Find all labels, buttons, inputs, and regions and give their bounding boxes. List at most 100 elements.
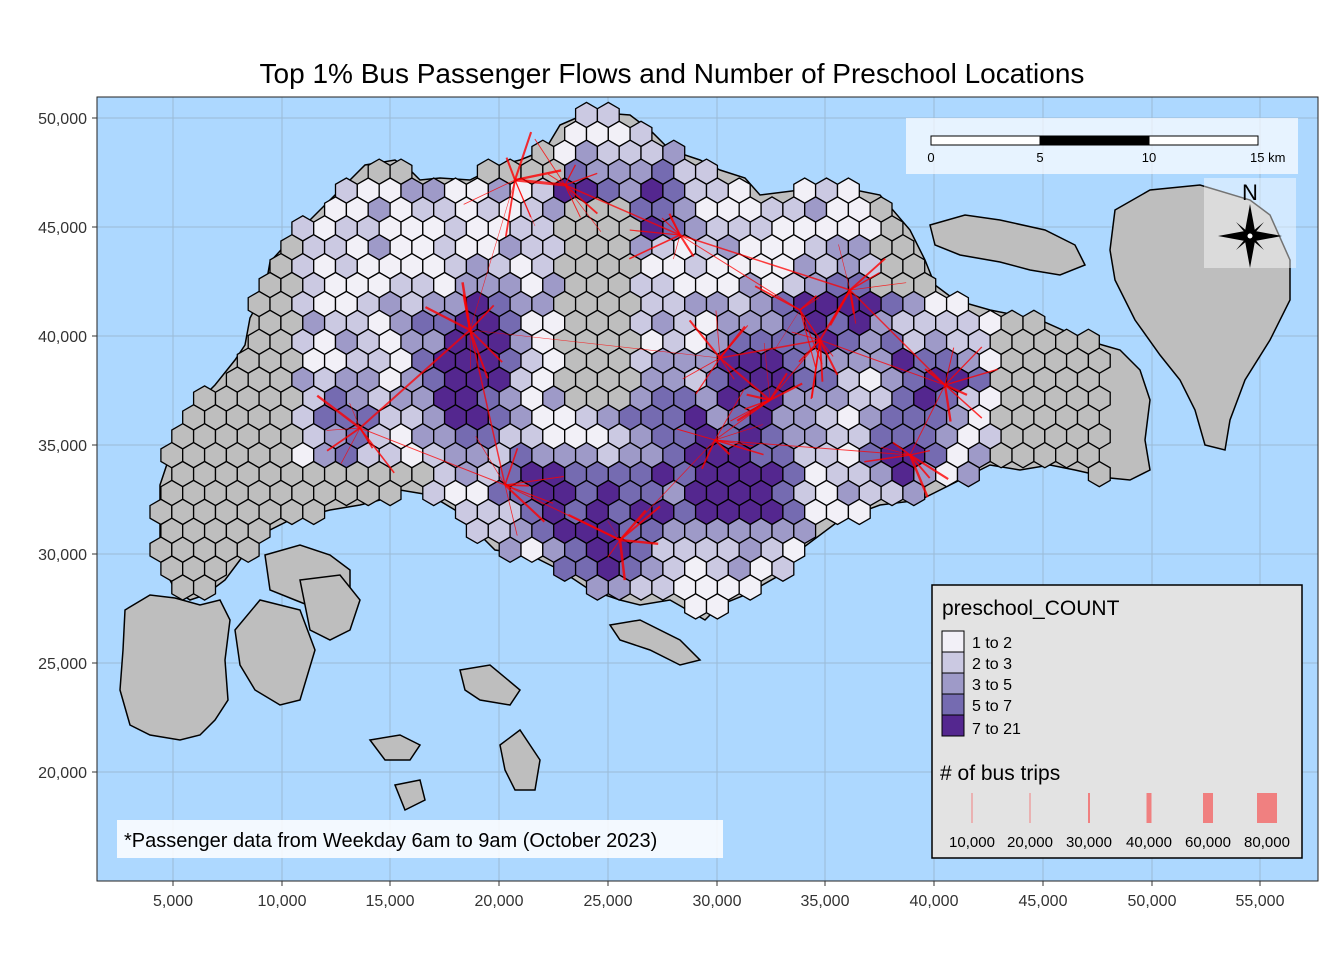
flow-line [359,329,471,429]
hexagon-cell [629,574,653,601]
flow-line [774,309,801,351]
flow-line [607,520,621,541]
map-title: Top 1% Bus Passenger Flows and Number of… [259,58,1085,89]
flow-line [714,439,911,456]
y-tick-label: 45,000 [38,220,87,237]
flow-line [715,310,721,359]
flow-line [504,447,519,486]
x-axis: 5,000 10,000 15,000 20,000 25,000 30,000… [153,881,1285,910]
island-south-5 [368,734,422,761]
hexagon-cell [280,498,304,526]
hexagon-cell [902,479,926,507]
scale-bar: 0 5 10 15 km [906,118,1298,174]
hexagon-cell [956,460,980,488]
flow-line [769,372,788,401]
flow-line [944,346,983,386]
flow-line [909,450,930,456]
flow-line [943,384,952,422]
flow-line [504,484,529,487]
flow-line [564,184,681,236]
legend-line-label: 60,000 [1185,834,1231,851]
hexagon-cell [880,479,904,507]
legend: preschool_COUNT 1 to 2 2 to 3 3 to 5 5 t… [931,584,1303,859]
flow-line [754,285,801,311]
flow-line [798,339,821,363]
flow-line [504,484,546,523]
hexagon-cell [236,536,260,564]
flow-line [908,454,929,498]
flow-line [628,234,681,260]
flow-line [618,539,627,581]
flow-line [829,289,852,326]
flow-line [469,179,516,331]
flow-line [619,509,647,541]
flow-line [763,342,771,401]
legend-line-label: 20,000 [1007,834,1053,851]
north-arrow: N [1204,178,1296,268]
legend-line-label: 40,000 [1126,834,1172,851]
flow-line [810,339,821,399]
flow-line [909,454,931,479]
x-tick-label: 35,000 [801,893,850,910]
flow-line [504,179,516,237]
flow-line [695,357,721,395]
flow-line [944,383,968,396]
flow-line [849,289,857,324]
flow-line [909,384,946,456]
flow-line [607,539,621,558]
legend-line-title: # of bus trips [940,762,1060,785]
flow-line [676,428,716,441]
island-south-4 [499,728,541,791]
island-south-2 [299,574,361,641]
flow-line [504,484,554,504]
x-tick-label: 10,000 [258,893,307,910]
flow-line [359,427,395,474]
flow-line [326,427,361,452]
legend-line-sample [1203,793,1213,823]
legend-swatch-0 [941,630,965,653]
flow-line [514,131,533,181]
x-tick-label: 40,000 [910,893,959,910]
flow-line [701,439,716,470]
flow-line [564,164,577,186]
hexagon-cell [684,593,708,620]
legend-fill-label: 5 to 7 [972,698,1012,715]
legend-fill-label: 2 to 3 [972,656,1012,673]
hexagon-cell [989,441,1013,469]
hexagon-cell [356,479,380,507]
flow-line [819,339,946,386]
hexagon-cell [465,517,489,545]
flow-line [714,424,763,441]
x-tick-label: 45,000 [1019,893,1068,910]
flow-line [469,329,471,370]
y-tick-label: 25,000 [38,656,87,673]
hexagon-cell [738,574,762,601]
flow-line [469,329,721,359]
hexagon-cell [771,555,795,582]
flow-line [359,427,506,486]
hexagon-cell [498,536,522,564]
legend-fill-label: 1 to 2 [972,635,1012,652]
hexagon-cell [422,479,446,507]
hexagon-cell [847,498,871,526]
flow-line [514,178,566,187]
hexagon-cell [705,593,729,620]
flow-line [349,402,361,429]
flow-line [746,393,771,402]
island-south-1 [234,599,316,706]
flow-line [567,513,621,541]
flow-line [316,394,361,429]
panel-border [96,96,1319,882]
flow-line [461,282,472,331]
flow-line [714,439,764,456]
island-south-6 [393,779,426,812]
x-tick-label: 20,000 [475,893,524,910]
x-tick-label: 5,000 [153,893,193,910]
compass-rose-icon [1218,204,1282,268]
x-tick-label: 25,000 [584,893,633,910]
legend-swatch-3 [941,693,965,716]
legend-fill-title: preschool_COUNT [942,597,1120,620]
sentosa-island [608,619,702,666]
flow-line [534,138,566,186]
flow-line [819,339,839,376]
